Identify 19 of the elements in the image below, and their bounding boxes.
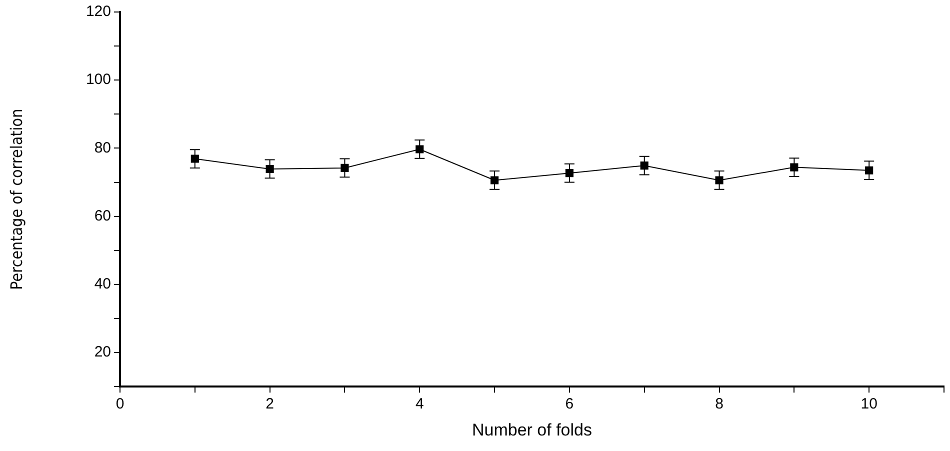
x-tick-label: 10 [860,396,878,413]
point [416,145,424,154]
y-tick-label: 60 [94,207,111,224]
point [190,154,199,163]
x-axis-title: Number of folds [472,420,592,440]
point [715,176,724,184]
x-tick-label: 6 [565,396,574,413]
y-axis-title: Percentage of correlation [6,108,26,290]
x-tick-label: 4 [415,396,424,413]
x-tick-label: 2 [266,396,274,413]
y-tick-label: 100 [86,71,111,88]
x-tick-label: 0 [116,396,124,413]
point [340,164,349,172]
x-tick-label: 8 [715,396,724,413]
y-tick-label: 20 [94,344,111,361]
y-tick-label: 120 [86,3,111,20]
y-tick-label: 80 [94,139,111,156]
y-tick-label: 40 [94,276,111,293]
point [490,176,499,184]
